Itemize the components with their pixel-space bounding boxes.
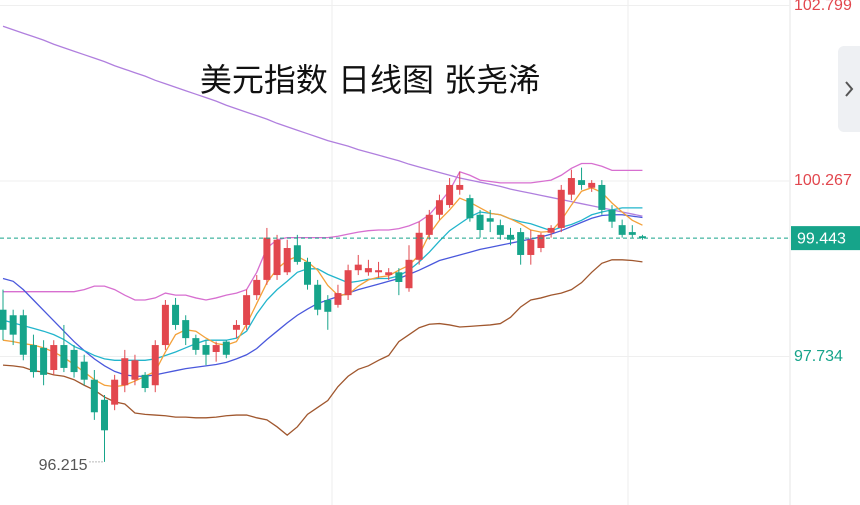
candle-body [9,315,17,335]
chart-title: 美元指数 日线图 张尧浠 [200,61,540,99]
y-tick-label: 97.734 [794,348,843,365]
candle-body [141,374,149,389]
candle-body [131,360,139,380]
candle-body [486,218,494,222]
candle-body [354,264,362,271]
candle-body [385,272,393,276]
candle-body [608,209,616,222]
side-toggle[interactable] [838,46,860,132]
candle-body [618,225,626,235]
candle-body [375,270,383,273]
candle-body [638,236,646,239]
candle-body [212,345,220,352]
candle-body [263,237,271,280]
candle-body [456,184,464,190]
candle-body [121,358,129,386]
candle-body [537,234,545,249]
candle-body [60,345,68,368]
candle-body [578,180,586,185]
candle-body [70,349,78,373]
side-toggle-bg[interactable] [838,46,860,132]
min-label: 96.215 [39,457,88,474]
candle-body [222,341,230,355]
chevron-icon[interactable] [845,81,854,97]
candle-body [80,361,88,380]
y-tick-label: 100.267 [794,172,852,189]
candle-body [50,345,58,371]
candle-body [293,245,301,262]
candle-body [415,232,423,260]
candle-body [476,214,484,231]
candle-body [304,261,311,285]
candle-body [588,182,596,188]
candle-body [466,198,474,219]
candle-body [40,347,48,375]
candle-body [172,304,180,325]
candle-body [101,399,108,431]
candle-body [283,248,291,273]
candle-body [151,345,159,386]
candle-body [435,200,443,215]
candle-body [395,272,403,282]
indicator-line [2,187,643,388]
y-tick-label: 102.799 [794,0,852,14]
candle-body [324,300,332,312]
candle-body [243,295,251,325]
candle-body [567,178,575,195]
candle-body [19,315,27,355]
candle-body [446,184,454,206]
last-price-box [791,226,860,251]
candle-body [598,184,606,210]
candle-body [232,324,240,330]
indicator-line [2,25,643,217]
candle-body [161,304,169,346]
candle-body [547,227,555,233]
candle-body [334,293,342,305]
candle-body [405,259,413,289]
plot [0,5,790,462]
candle-body [507,234,514,240]
candle-body [90,379,98,413]
candle-body [111,379,119,405]
indicator-line [2,207,643,361]
indicator-line [2,214,643,377]
candle-body [314,284,322,310]
candle-body [344,270,352,296]
candle-body [29,345,37,373]
candle-body [0,309,7,330]
indicator-line [2,259,643,436]
candle-body [253,279,261,296]
candle-body [273,239,281,276]
candle-body [517,232,525,255]
candle-body [628,232,636,235]
candle-body [527,239,535,255]
candle-body [364,268,372,273]
candle-body [557,189,565,228]
candle-body [425,214,433,235]
last-price-label: 99.443 [797,230,846,247]
candle-body [202,345,210,355]
candle-body [192,338,200,350]
candle-body [182,320,190,339]
candle-body [496,225,504,235]
